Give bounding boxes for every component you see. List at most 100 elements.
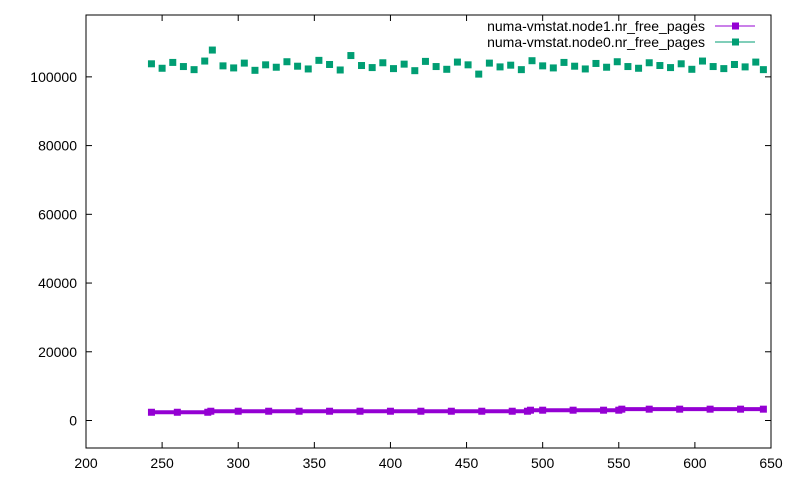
data-point: [272, 63, 280, 71]
data-point: [581, 65, 589, 73]
data-point: [737, 405, 745, 413]
legend-label: numa-vmstat.node0.nr_free_pages: [487, 34, 705, 50]
data-point: [326, 60, 334, 68]
data-point: [201, 57, 209, 65]
data-point: [507, 61, 515, 69]
data-point: [443, 65, 451, 73]
data-point: [699, 57, 706, 65]
data-point: [603, 63, 611, 71]
data-point: [207, 407, 215, 415]
data-point: [464, 61, 472, 69]
data-point: [447, 407, 455, 415]
data-point: [528, 57, 536, 65]
data-point: [560, 58, 568, 66]
data-point: [347, 52, 355, 60]
data-point: [539, 406, 547, 414]
x-tick-label: 350: [303, 455, 327, 471]
data-point: [526, 406, 534, 414]
y-tick-label: 100000: [30, 69, 77, 85]
x-tick-label: 600: [683, 455, 707, 471]
data-point: [283, 58, 291, 66]
data-point: [645, 405, 653, 413]
data-point: [315, 56, 323, 64]
data-point: [169, 58, 177, 66]
data-point: [709, 63, 717, 71]
data-point: [569, 406, 577, 414]
data-point: [262, 61, 270, 69]
data-point: [147, 408, 155, 416]
data-point: [571, 62, 579, 70]
series-line: [151, 407, 764, 415]
data-point: [656, 62, 664, 70]
legend-label: numa-vmstat.node1.nr_free_pages: [487, 18, 705, 34]
data-point: [147, 60, 155, 68]
legend-marker: [732, 22, 739, 30]
data-point: [478, 407, 486, 415]
data-point: [759, 66, 767, 74]
data-point: [517, 66, 525, 74]
data-point: [219, 62, 227, 70]
data-point: [179, 63, 187, 71]
x-tick-label: 250: [150, 455, 174, 471]
series-0: [147, 405, 767, 416]
data-point: [400, 60, 408, 68]
data-point: [386, 407, 394, 415]
x-tick-label: 200: [74, 455, 98, 471]
y-tick-label: 80000: [38, 138, 77, 154]
x-tick-label: 400: [379, 455, 403, 471]
data-point: [730, 60, 738, 68]
data-point: [294, 62, 302, 70]
data-point: [688, 65, 696, 73]
data-point: [326, 407, 334, 415]
data-point: [676, 405, 684, 413]
data-point: [485, 59, 493, 67]
y-tick-label: 0: [69, 413, 77, 429]
data-point: [234, 407, 242, 415]
data-point: [230, 64, 238, 72]
x-tick-label: 550: [607, 455, 631, 471]
data-point: [613, 58, 621, 66]
data-point: [356, 407, 364, 415]
data-point: [720, 65, 728, 73]
data-point: [741, 63, 749, 71]
data-point: [635, 64, 643, 72]
x-tick-label: 650: [759, 455, 783, 471]
data-point: [265, 407, 273, 415]
data-point: [508, 407, 516, 415]
data-point: [368, 64, 376, 72]
data-point: [190, 66, 198, 74]
x-tick-label: 450: [455, 455, 479, 471]
data-point: [752, 58, 760, 66]
data-point: [295, 407, 303, 415]
data-point: [667, 64, 675, 72]
axis-layer: 200 250 300 350 400 450 500 550 600 650 0 20000 4000…: [30, 14, 783, 471]
x-tick-label: 500: [531, 455, 555, 471]
data-point: [336, 66, 344, 74]
data-point: [475, 70, 483, 78]
data-point: [158, 64, 166, 72]
data-point: [208, 46, 216, 54]
legend: numa-vmstat.node1.nr_free_pagesnuma-vmst…: [487, 18, 755, 50]
data-point: [251, 66, 259, 74]
data-point: [618, 405, 626, 413]
data-point: [645, 59, 653, 67]
data-point: [600, 406, 608, 414]
legend-marker: [732, 38, 739, 46]
plot-border: [85, 14, 772, 449]
data-point: [358, 62, 366, 70]
data-point: [379, 59, 387, 67]
data-point: [173, 408, 181, 416]
data-point: [539, 62, 547, 70]
data-point: [411, 67, 419, 75]
data-point: [496, 63, 504, 71]
data-point: [432, 63, 440, 71]
data-point: [759, 405, 767, 413]
series-layer: [147, 46, 767, 416]
data-point: [240, 59, 248, 67]
data-point: [304, 65, 312, 73]
data-point: [417, 407, 425, 415]
y-tick-label: 20000: [38, 344, 77, 360]
data-point: [421, 57, 429, 65]
